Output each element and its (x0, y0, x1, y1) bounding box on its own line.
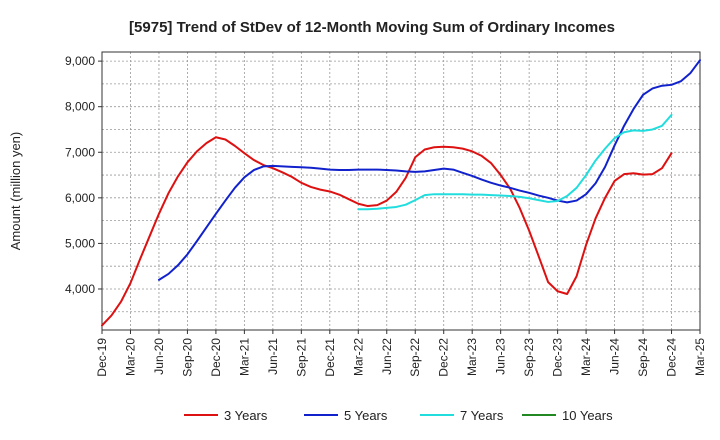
x-tick-label: Sep-21 (294, 338, 308, 377)
x-tick-label: Dec-23 (551, 338, 565, 377)
x-tick-label: Sep-23 (522, 338, 536, 377)
x-tick-label: Dec-19 (95, 338, 109, 377)
series-line-5-years (157, 59, 701, 281)
y-tick-label: 6,000 (65, 191, 95, 205)
legend-label-7-years: 7 Years (460, 408, 504, 423)
x-tick-label: Dec-20 (209, 338, 223, 377)
x-tick-label: Jun-22 (380, 338, 394, 375)
y-axis: 4,000 5,000 6,000 7,000 8,000 9,000 (65, 54, 102, 296)
x-tick-label: Sep-20 (180, 338, 194, 377)
x-tick-label: Dec-24 (665, 338, 679, 377)
x-tick-label: Mar-23 (465, 338, 479, 376)
x-tick-label: Jun-24 (608, 338, 622, 375)
y-tick-label: 5,000 (65, 236, 95, 250)
x-tick-label: Jun-20 (152, 338, 166, 375)
x-tick-label: Mar-24 (579, 338, 593, 376)
y-axis-label: Amount (million yen) (8, 132, 23, 251)
x-tick-label: Mar-21 (237, 338, 251, 376)
series-layer (101, 59, 701, 327)
y-tick-label: 8,000 (65, 100, 95, 114)
x-tick-label: Sep-24 (636, 338, 650, 377)
chart-title: [5975] Trend of StDev of 12-Month Moving… (129, 19, 615, 36)
x-tick-label: Sep-22 (408, 338, 422, 377)
x-tick-label: Mar-22 (351, 338, 365, 376)
y-tick-label: 4,000 (65, 282, 95, 296)
x-tick-label: Dec-22 (437, 338, 451, 377)
series-line-7-years (357, 113, 673, 211)
legend: 3 Years 5 Years 7 Years 10 Years (184, 408, 613, 423)
grid (102, 52, 700, 330)
x-tick-label: Jun-23 (494, 338, 508, 375)
x-axis: Dec-19 Mar-20 Jun-20 Sep-20 Dec-20 Mar-21 Jun-… (95, 330, 707, 377)
legend-label-5-years: 5 Years (344, 408, 388, 423)
y-tick-label: 7,000 (65, 145, 95, 159)
x-tick-label: Mar-25 (693, 338, 707, 376)
plot-area (101, 51, 701, 331)
legend-label-3-years: 3 Years (224, 408, 268, 423)
x-tick-label: Dec-21 (323, 338, 337, 377)
y-tick-label: 9,000 (65, 54, 95, 68)
x-tick-label: Mar-20 (123, 338, 137, 376)
legend-label-10-years: 10 Years (562, 408, 613, 423)
x-tick-label: Jun-21 (266, 338, 280, 375)
series-line-3-years (101, 136, 673, 327)
